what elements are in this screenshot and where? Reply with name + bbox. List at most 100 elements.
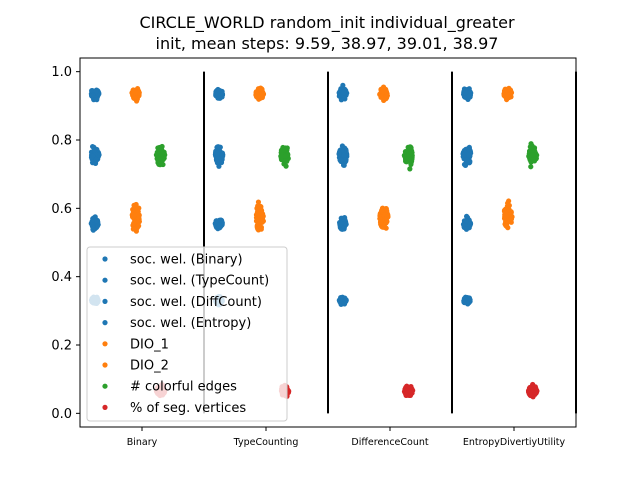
data-point <box>283 157 289 164</box>
data-point <box>506 202 512 209</box>
legend-marker <box>102 383 108 389</box>
data-point <box>382 95 389 101</box>
data-point <box>258 86 264 92</box>
data-point <box>159 156 165 162</box>
data-point <box>463 218 469 224</box>
data-point <box>159 147 165 153</box>
data-point <box>343 157 349 163</box>
data-point <box>259 92 265 98</box>
legend-marker <box>102 277 108 283</box>
data-point <box>463 157 470 163</box>
legend-label: % of seg. vertices <box>130 401 246 416</box>
data-point <box>283 163 289 169</box>
data-point <box>401 152 407 159</box>
data-point <box>214 150 220 157</box>
data-point <box>506 206 512 213</box>
data-point <box>408 389 414 395</box>
data-point <box>215 144 221 150</box>
data-point <box>339 147 345 153</box>
data-point <box>89 88 95 94</box>
data-point <box>89 93 95 99</box>
legend-label: DIO_2 <box>130 359 169 374</box>
data-point <box>282 147 288 153</box>
data-point <box>340 162 347 168</box>
data-point <box>379 207 385 214</box>
data-point <box>135 218 141 224</box>
data-point <box>463 213 470 219</box>
data-point <box>255 199 262 205</box>
data-point <box>403 158 409 164</box>
data-point <box>130 226 136 232</box>
data-point <box>525 388 532 394</box>
legend-marker <box>102 298 108 304</box>
data-point <box>340 82 346 88</box>
chart-title-line1: CIRCLE_WORLD random_init individual_grea… <box>139 13 515 33</box>
data-point <box>259 219 265 225</box>
chart-title-line2: init, mean steps: 9.59, 38.97, 39.01, 38… <box>156 34 499 53</box>
x-tick-label: TypeCounting <box>233 437 299 448</box>
legend-label: soc. wel. (Binary) <box>130 253 243 268</box>
y-tick-label: 0.8 <box>51 134 72 149</box>
data-point <box>160 161 166 168</box>
data-point <box>216 223 223 229</box>
data-point <box>532 389 538 395</box>
data-point <box>461 299 467 305</box>
data-point <box>255 94 261 100</box>
y-tick-label: 0.6 <box>51 202 72 217</box>
data-point <box>377 219 384 225</box>
data-point <box>338 157 344 164</box>
data-point <box>380 89 386 95</box>
data-point <box>380 224 387 230</box>
data-point <box>341 301 347 307</box>
data-point <box>218 93 224 99</box>
y-axis-ticks: 0.0 0.2 0.4 0.6 0.8 1.0 <box>51 65 80 422</box>
data-point <box>339 143 346 149</box>
legend-label: soc. wel. (DiffCount) <box>130 295 262 310</box>
data-point <box>130 212 137 218</box>
data-point <box>528 159 534 165</box>
data-point <box>466 296 473 302</box>
data-point <box>378 93 384 100</box>
data-point <box>218 217 224 223</box>
data-point <box>132 89 139 96</box>
data-point <box>502 87 508 93</box>
data-point <box>258 224 265 230</box>
data-point <box>154 149 160 155</box>
data-point <box>341 216 347 222</box>
data-point <box>341 89 347 96</box>
data-point <box>216 88 222 94</box>
legend-marker <box>102 404 108 410</box>
data-point <box>94 97 100 103</box>
legend-box <box>86 246 288 422</box>
data-point <box>94 218 100 224</box>
data-point <box>462 151 468 158</box>
data-point <box>341 152 347 158</box>
data-point <box>408 156 414 163</box>
data-point <box>463 226 469 232</box>
data-point <box>213 91 219 98</box>
data-point <box>407 166 413 172</box>
y-tick-label: 0.2 <box>51 339 72 354</box>
data-point <box>529 143 535 149</box>
legend-marker <box>102 256 108 262</box>
data-point <box>504 92 510 99</box>
data-point <box>136 223 142 229</box>
x-tick-label: EntropyDivertiyUtility <box>463 437 566 448</box>
data-point <box>90 226 96 232</box>
data-point <box>133 204 139 210</box>
data-point <box>91 147 97 153</box>
legend-marker <box>102 320 108 326</box>
data-point <box>214 218 220 224</box>
data-point <box>337 299 343 305</box>
legend-label: soc. wel. (TypeCount) <box>130 274 269 289</box>
x-axis-ticks: Binary TypeCounting DifferenceCount Entropy… <box>127 427 566 448</box>
y-tick-label: 0.0 <box>51 407 72 422</box>
data-point <box>403 391 409 397</box>
data-point <box>528 164 534 170</box>
legend-label: soc. wel. (Entropy) <box>130 316 251 331</box>
data-point <box>529 152 536 158</box>
legend-marker <box>102 341 108 347</box>
data-point <box>462 90 469 96</box>
data-point <box>90 153 96 159</box>
